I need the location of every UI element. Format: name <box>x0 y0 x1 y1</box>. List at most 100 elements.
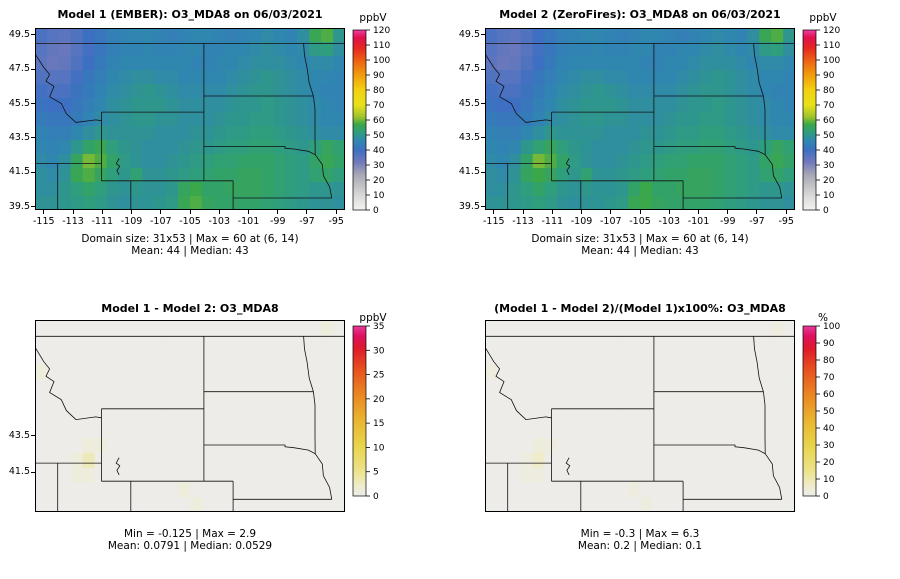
heatmap-cell <box>142 393 155 410</box>
heatmap-cell <box>508 28 522 43</box>
heatmap-cell <box>309 452 322 469</box>
heatmap-cell <box>201 140 215 155</box>
colorbar-tick-label: 100 <box>823 322 840 332</box>
heatmap-cell <box>687 196 701 210</box>
colorbar-tick-label: 70 <box>373 101 385 111</box>
heatmap-cell <box>321 182 334 197</box>
heatmap-cell <box>309 364 322 380</box>
heatmap-cell <box>285 182 298 197</box>
heatmap-cell <box>249 438 262 454</box>
heatmap-cell <box>723 84 736 99</box>
heatmap-cell <box>261 438 274 454</box>
heatmap-cell <box>249 482 262 498</box>
heatmap-cell <box>616 154 629 169</box>
heatmap-cell <box>35 364 48 380</box>
heatmap-cell <box>520 467 534 483</box>
heatmap-cell <box>556 84 569 99</box>
heatmap-cell <box>118 452 131 469</box>
heatmap-cell <box>687 423 701 439</box>
heatmap-cell <box>297 482 310 498</box>
heatmap-cell <box>309 467 322 483</box>
heatmap-cell <box>142 482 155 498</box>
heatmap-cell <box>46 140 60 155</box>
heatmap-cell <box>699 364 712 380</box>
heatmap-cell <box>556 393 569 410</box>
heatmap-cell <box>142 467 155 483</box>
heatmap-cell <box>699 452 712 469</box>
heatmap-cell <box>190 467 203 483</box>
heatmap-cell <box>35 408 48 424</box>
heatmap-cell <box>58 452 72 469</box>
heatmap-cell <box>544 98 557 113</box>
heatmap-cell <box>723 467 736 483</box>
heatmap-cell <box>568 320 581 336</box>
heatmap-cell <box>723 168 736 183</box>
heatmap-cell <box>592 349 605 365</box>
heatmap-cell <box>783 364 795 380</box>
heatmap-cell <box>485 154 498 169</box>
heatmap-cell <box>321 467 334 483</box>
heatmap-cell <box>142 42 155 57</box>
heatmap-cell <box>46 112 60 127</box>
heatmap-cell <box>130 84 143 99</box>
heatmap-cell <box>321 56 334 71</box>
x-tick-label: -101 <box>687 216 710 227</box>
heatmap-cell <box>687 126 701 141</box>
colorbar-unit-label: ppbV <box>809 12 837 24</box>
heatmap-cell <box>261 28 274 43</box>
colorbar-gradient <box>802 325 817 497</box>
heatmap-cell <box>309 56 322 71</box>
heatmap-cell <box>225 70 239 85</box>
heatmap-cell <box>640 140 653 155</box>
heatmap-cell <box>675 56 689 71</box>
heatmap-cell <box>604 349 617 365</box>
heatmap-cell <box>699 379 712 395</box>
heatmap-cell <box>485 42 498 57</box>
heatmap-cell <box>508 467 522 483</box>
heatmap-cell <box>628 84 641 99</box>
heatmap-cell <box>771 482 784 498</box>
heatmap-cell <box>190 452 203 469</box>
heatmap-cell <box>273 438 286 454</box>
heatmap-cell <box>106 98 119 113</box>
heatmap-cell <box>154 28 167 43</box>
heatmap-cell <box>759 497 772 512</box>
heatmap-cell <box>711 112 724 127</box>
heatmap-cell <box>46 182 60 197</box>
heatmap-cell <box>58 438 72 454</box>
heatmap-cell <box>82 126 96 141</box>
heatmap-cell <box>201 70 215 85</box>
heatmap-cell <box>699 126 712 141</box>
x-tick-label: -101 <box>237 216 260 227</box>
heatmap-cell <box>94 408 107 424</box>
heatmap-cell <box>273 154 286 169</box>
heatmap-cell <box>675 334 689 350</box>
heatmap-cell <box>130 182 143 197</box>
axis-tick-mark <box>551 210 553 214</box>
heatmap-cell <box>70 56 84 71</box>
x-tick-label: -99 <box>719 216 736 227</box>
heatmap-cell <box>711 28 724 43</box>
heatmap-cell <box>747 168 760 183</box>
heatmap-cell <box>532 182 546 197</box>
heatmap-cell <box>771 334 784 350</box>
state-border <box>565 158 571 175</box>
heatmap-cell <box>747 196 760 210</box>
heatmap-cell <box>759 364 772 380</box>
heatmap-cell <box>333 482 345 498</box>
x-tick-label: -103 <box>658 216 681 227</box>
heatmap-cell <box>35 98 48 113</box>
heatmap-cell <box>687 497 701 512</box>
heatmap-cell <box>201 168 215 183</box>
heatmap-cell <box>651 334 665 350</box>
heatmap-cell <box>556 482 569 498</box>
heatmap-cell <box>520 112 534 127</box>
heatmap-cell <box>166 182 179 197</box>
heatmap-cell <box>249 364 262 380</box>
heatmap-cell <box>46 196 60 210</box>
heatmap-cell <box>723 452 736 469</box>
heatmap-cell <box>485 112 498 127</box>
heatmap-cell <box>261 154 274 169</box>
heatmap-cell <box>154 423 167 439</box>
heatmap-cell <box>249 497 262 512</box>
